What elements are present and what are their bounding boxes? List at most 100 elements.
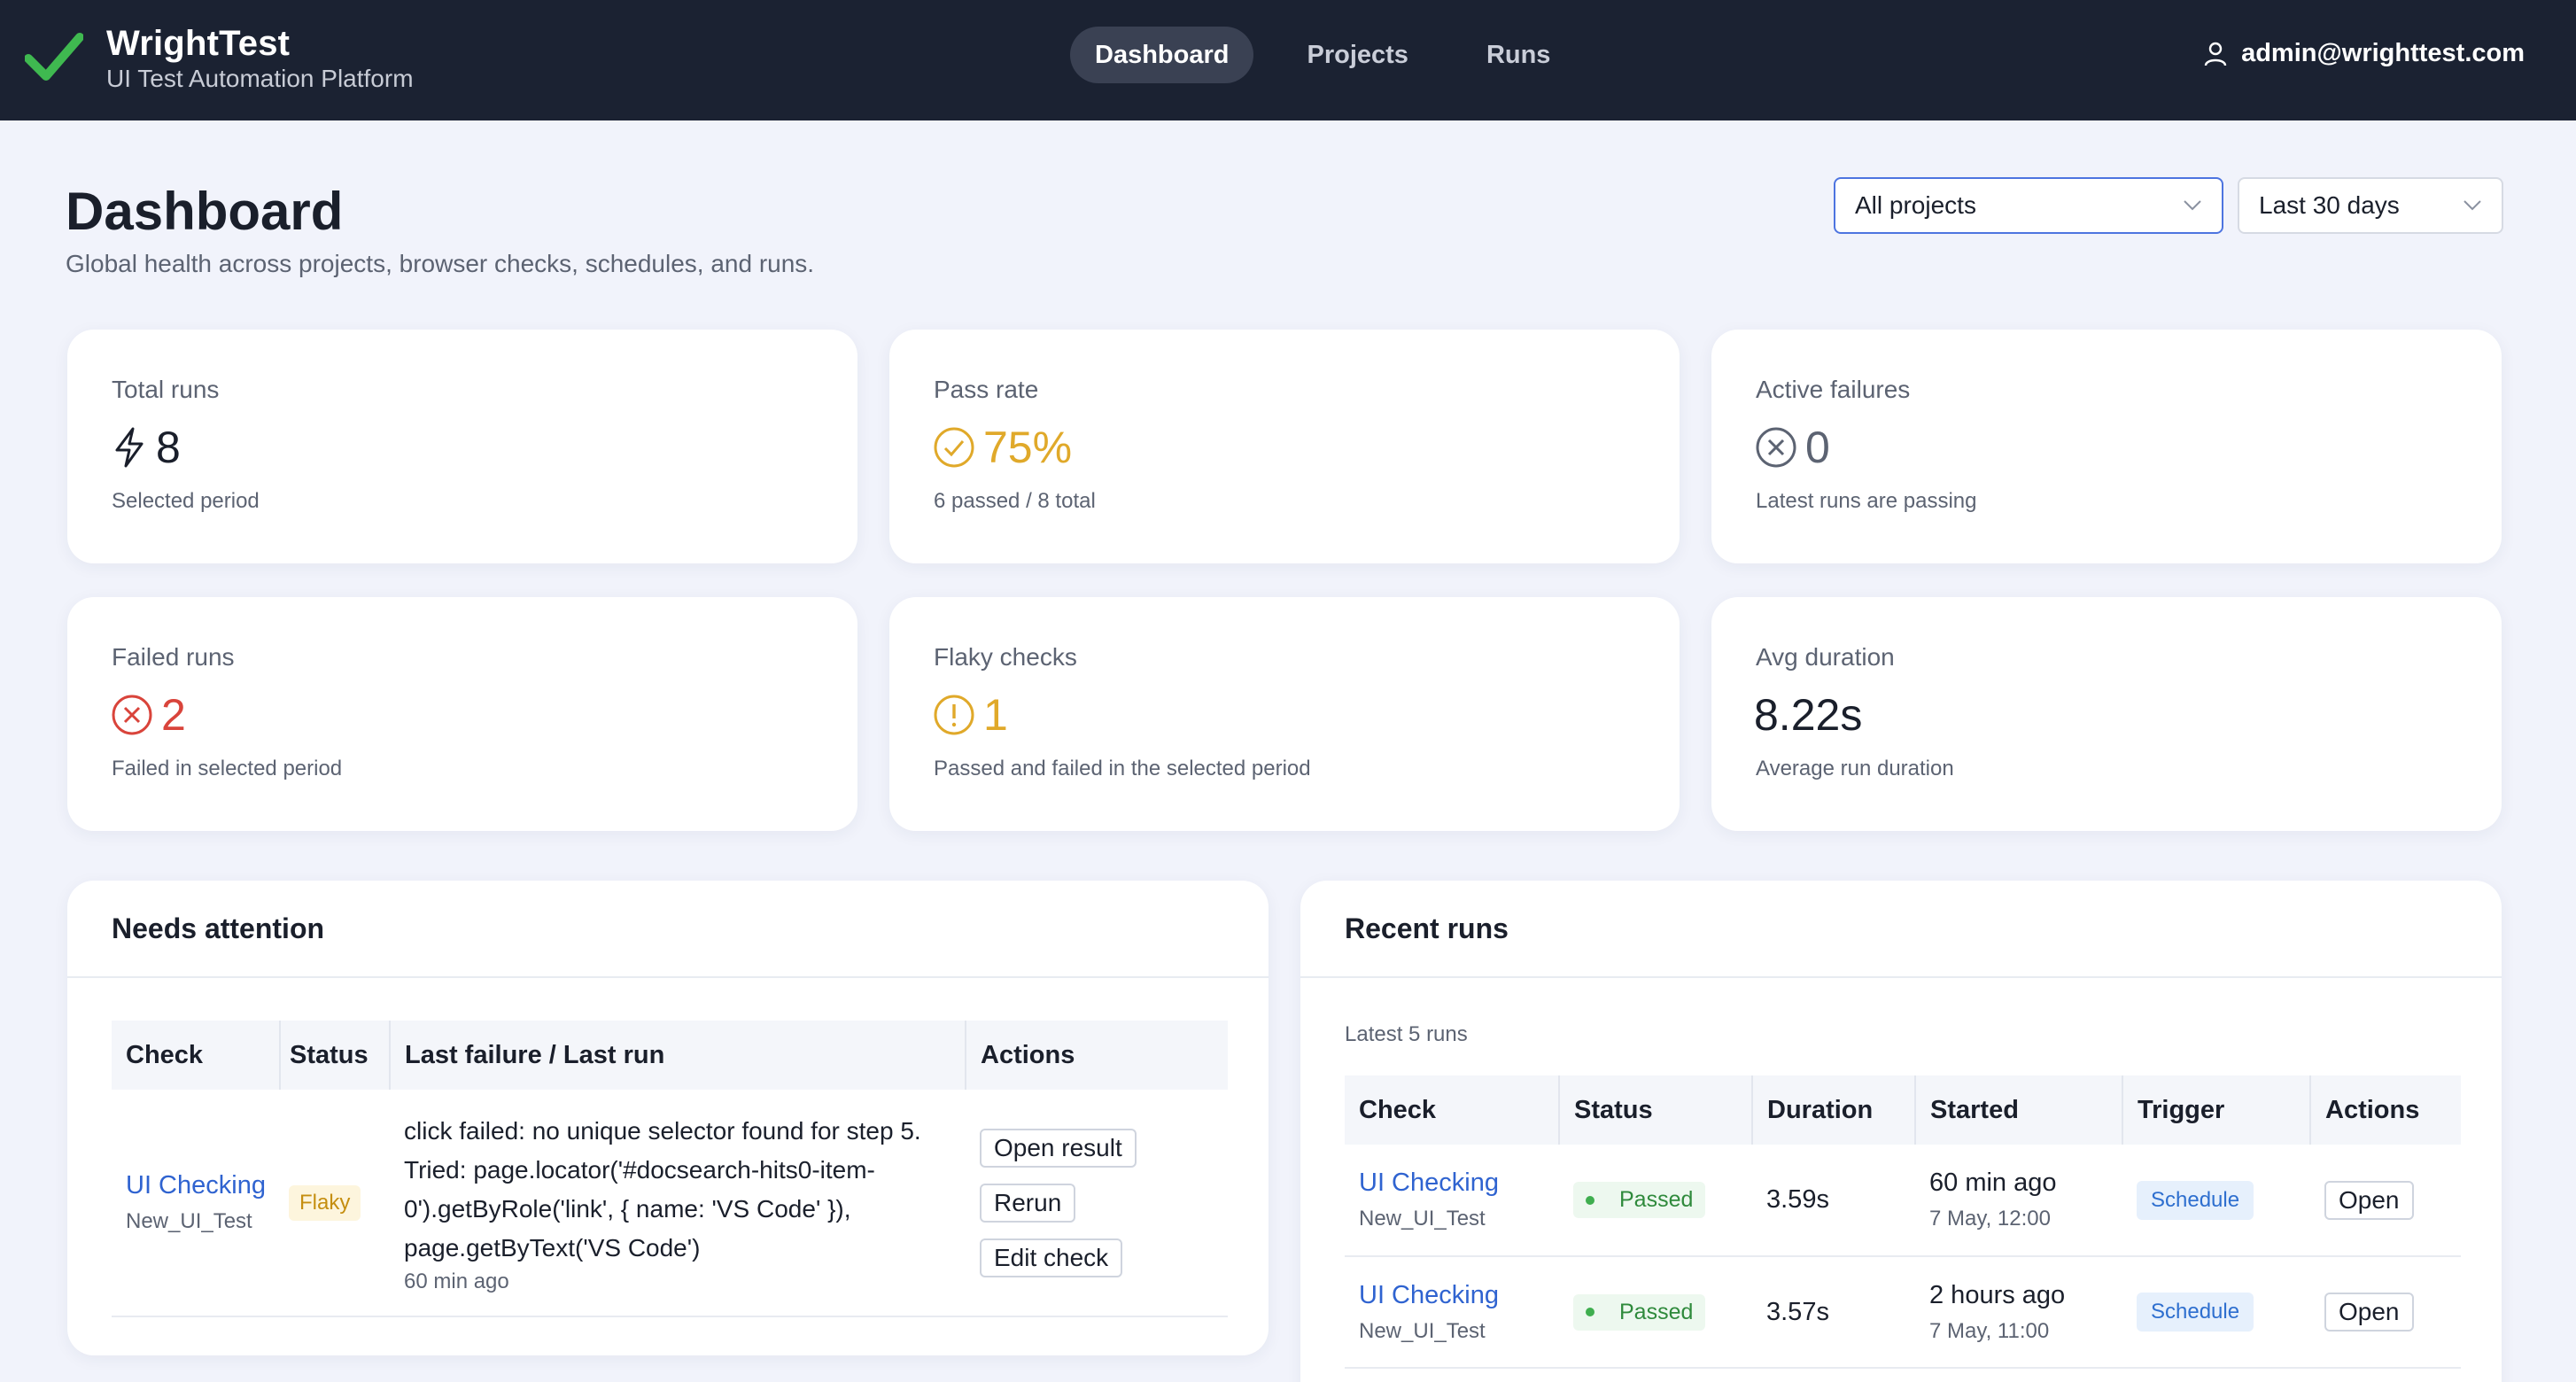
column-header: Trigger xyxy=(2122,1075,2311,1145)
table-header-row: Check Status Duration Started Trigger Ac… xyxy=(1345,1075,2461,1145)
column-header: Last failure / Last run xyxy=(390,1021,966,1090)
status-dot-icon xyxy=(1586,1195,1594,1205)
panel-title: Needs attention xyxy=(112,912,325,944)
check-circle-icon xyxy=(934,427,974,468)
stat-value: 75% xyxy=(932,422,1072,473)
failure-cell: click failed: no unique selector found f… xyxy=(390,1090,966,1317)
check-cell: UI Checking New_UI_Test xyxy=(1345,1145,1559,1257)
stat-note: Selected period xyxy=(112,489,260,513)
status-badge: Passed xyxy=(1573,1293,1706,1331)
stat-note: Failed in selected period xyxy=(112,757,343,780)
stat-label: Avg duration xyxy=(1756,643,1895,671)
stat-label: Failed runs xyxy=(112,643,235,671)
status-text: Passed xyxy=(1619,1187,1694,1212)
stat-note: Passed and failed in the selected period xyxy=(934,757,1311,780)
stat-label: Total runs xyxy=(112,376,220,403)
open-button[interactable]: Open xyxy=(2324,1293,2414,1332)
table-row: UI Checking New_UI_Test Passed 3.57s 2 h… xyxy=(1345,1256,2461,1369)
recent-runs-panel: Recent runs Latest 5 runs Check Status D… xyxy=(1300,881,2502,1382)
stat-value: 1 xyxy=(932,689,1008,741)
stat-value: 8 xyxy=(110,422,181,473)
check-cell: UI Checking New_UI_Test xyxy=(112,1090,280,1317)
project-filter-select[interactable]: All projects xyxy=(1834,177,2223,234)
stat-value-text: 8 xyxy=(156,423,181,472)
check-link[interactable]: UI Checking xyxy=(1359,1280,1499,1309)
stat-card-total-runs: Total runs 8 Selected period xyxy=(67,330,857,563)
edit-check-button[interactable]: Edit check xyxy=(980,1238,1123,1277)
stat-card-failed-runs: Failed runs 2 Failed in selected period xyxy=(67,597,857,831)
last-run-time: 60 min ago xyxy=(404,1269,509,1293)
stat-value: 0 xyxy=(1754,422,1830,473)
started-cell: 60 min ago 7 May, 12:00 xyxy=(1915,1145,2122,1257)
started-absolute: 7 May, 12:00 xyxy=(1929,1207,2051,1231)
table-row: UI Checking New_UI_Test Flaky click fail… xyxy=(112,1090,1228,1317)
user-menu[interactable]: admin@wrighttest.com xyxy=(2204,39,2525,68)
status-badge: Passed xyxy=(1573,1182,1706,1218)
page-subtitle: Global health across projects, browser c… xyxy=(66,250,815,277)
stat-value-text: 2 xyxy=(161,690,186,740)
column-header: Status xyxy=(280,1021,391,1090)
stat-card-active-failures: Active failures 0 Latest runs are passin… xyxy=(1711,330,2502,563)
stat-value-text: 8.22s xyxy=(1754,690,1863,740)
trigger-cell: Schedule xyxy=(2122,1145,2310,1257)
stat-note: Average run duration xyxy=(1756,757,1954,780)
table-header-row: Check Status Last failure / Last run Act… xyxy=(112,1021,1228,1090)
table-caption: Latest 5 runs xyxy=(1345,1022,1468,1046)
project-name: New_UI_Test xyxy=(126,1209,252,1233)
column-header: Status xyxy=(1559,1075,1753,1145)
chevron-down-icon xyxy=(2184,200,2201,211)
started-cell: 2 hours ago 7 May, 11:00 xyxy=(1915,1256,2122,1369)
column-header: Actions xyxy=(966,1021,1228,1090)
tab-dashboard[interactable]: Dashboard xyxy=(1070,27,1254,83)
actions-cell: Open result Rerun Edit check xyxy=(966,1090,1228,1317)
project-name: New_UI_Test xyxy=(1359,1318,1486,1343)
recent-runs-table: Check Status Duration Started Trigger Ac… xyxy=(1345,1075,2461,1369)
check-link[interactable]: UI Checking xyxy=(1359,1168,1499,1197)
stat-value-text: 0 xyxy=(1805,423,1830,472)
alert-circle-icon xyxy=(934,695,974,735)
page-title: Dashboard xyxy=(66,182,344,241)
tab-projects[interactable]: Projects xyxy=(1307,41,1408,69)
date-range-value: Last 30 days xyxy=(2259,191,2400,219)
trigger-badge: Schedule xyxy=(2137,1180,2254,1220)
stat-value-text: 75% xyxy=(983,423,1073,472)
brand[interactable]: WrightTest UI Test Automation Platform xyxy=(106,23,414,94)
started-absolute: 7 May, 11:00 xyxy=(1929,1318,2050,1343)
app-subtitle: UI Test Automation Platform xyxy=(106,65,414,92)
check-cell: UI Checking New_UI_Test xyxy=(1345,1256,1559,1369)
stat-value-text: 1 xyxy=(983,690,1008,740)
x-circle-icon xyxy=(112,695,152,735)
open-result-button[interactable]: Open result xyxy=(980,1128,1137,1168)
status-cell: Passed xyxy=(1559,1256,1752,1369)
status-cell: Flaky xyxy=(280,1090,390,1317)
user-icon xyxy=(2204,42,2227,66)
column-header: Duration xyxy=(1752,1075,1916,1145)
status-dot-icon xyxy=(1586,1308,1594,1316)
bolt-icon xyxy=(115,427,144,468)
stat-value: 8.22s xyxy=(1754,689,1862,741)
divider xyxy=(67,976,1269,978)
chevron-down-icon xyxy=(2463,200,2481,211)
check-link[interactable]: UI Checking xyxy=(126,1171,266,1200)
date-range-select[interactable]: Last 30 days xyxy=(2238,177,2503,234)
duration-cell: 3.57s xyxy=(1752,1256,1915,1369)
stat-label: Flaky checks xyxy=(934,643,1077,671)
stat-note: 6 passed / 8 total xyxy=(934,489,1096,513)
stat-label: Pass rate xyxy=(934,376,1039,403)
x-circle-icon xyxy=(1756,427,1796,468)
logo-check-icon xyxy=(25,33,83,81)
stat-label: Active failures xyxy=(1756,376,1911,403)
rerun-button[interactable]: Rerun xyxy=(980,1183,1076,1223)
started-relative: 2 hours ago xyxy=(1929,1280,2066,1309)
actions-cell: Open xyxy=(2310,1145,2461,1257)
stat-card-flaky-checks: Flaky checks 1 Passed and failed in the … xyxy=(889,597,1680,831)
tab-runs[interactable]: Runs xyxy=(1486,41,1551,69)
failure-message: click failed: no unique selector found f… xyxy=(404,1116,921,1262)
open-button[interactable]: Open xyxy=(2324,1180,2414,1220)
status-cell: Passed xyxy=(1559,1145,1752,1257)
attention-table: Check Status Last failure / Last run Act… xyxy=(112,1021,1228,1317)
needs-attention-panel: Needs attention Check Status Last failur… xyxy=(67,881,1269,1355)
column-header: Check xyxy=(1345,1075,1560,1145)
column-header: Check xyxy=(112,1021,281,1090)
project-name: New_UI_Test xyxy=(1359,1207,1486,1231)
